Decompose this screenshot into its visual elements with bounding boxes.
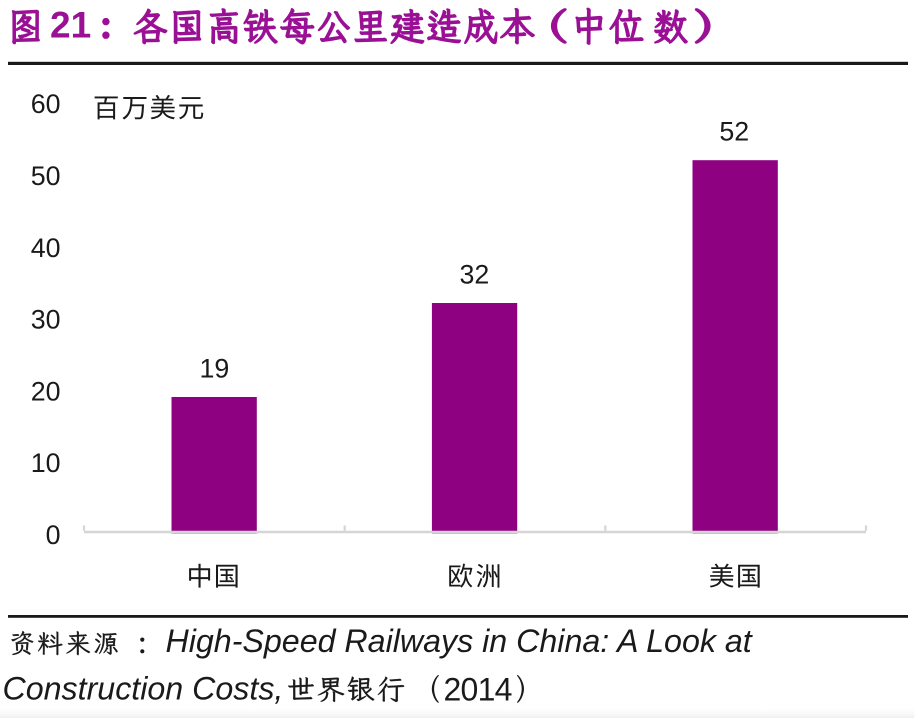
svg-text:2014: 2014 (444, 671, 512, 707)
svg-text:60: 60 (31, 89, 61, 119)
svg-text:20: 20 (31, 376, 61, 406)
svg-text:32: 32 (459, 260, 489, 290)
svg-text:Construction Costs,: Construction Costs, (3, 670, 284, 706)
svg-text:40: 40 (31, 233, 61, 263)
svg-text:52: 52 (719, 116, 749, 146)
svg-text:High-Speed Railways in China:: High-Speed Railways in China: A Look at (166, 623, 754, 659)
svg-text:50: 50 (31, 161, 61, 191)
svg-text:10: 10 (31, 448, 61, 478)
svg-text:19: 19 (199, 353, 229, 383)
svg-text:21: 21 (50, 5, 91, 46)
svg-text:0: 0 (46, 520, 61, 550)
svg-text:30: 30 (31, 305, 61, 335)
